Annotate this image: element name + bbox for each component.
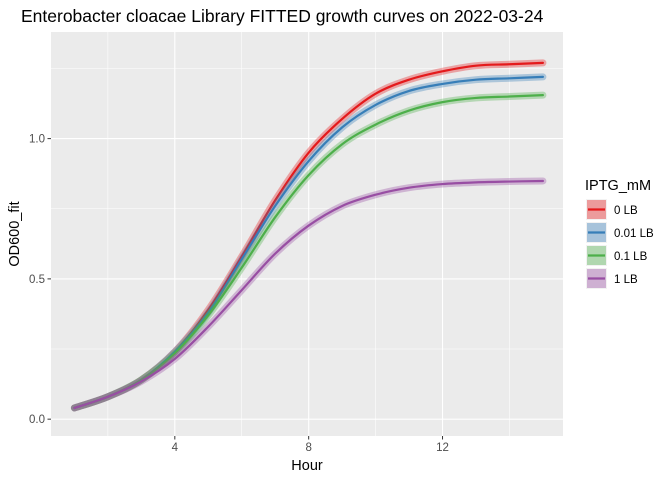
chart-title: Enterobacter cloacae Library FITTED grow… (21, 6, 544, 26)
y-tick-label: 1.0 (29, 134, 45, 146)
y-axis-label: OD600_fit (7, 201, 23, 266)
legend-item-0-lb: 0 LB (586, 199, 638, 220)
legend-item-0-01-lb: 0.01 LB (586, 222, 654, 243)
minor-gridlines (51, 32, 563, 436)
x-tick-label: 4 (172, 442, 179, 454)
y-axis-ticks: 0.0 0.5 1.0 (29, 134, 51, 426)
legend-label: 0.01 LB (614, 228, 654, 240)
y-tick-label: 0.0 (29, 414, 45, 426)
x-axis-ticks: 4 8 12 (172, 436, 449, 454)
x-axis-label: Hour (291, 458, 323, 474)
legend-items: 0 LB 0.01 LB 0.1 LB 1 LB (586, 199, 654, 289)
series-line-0-1-lb (73, 94, 545, 410)
legend-label: 0 LB (614, 205, 638, 217)
legend-item-1-lb: 1 LB (586, 268, 638, 289)
y-tick-label: 0.5 (29, 274, 45, 286)
series-lines (70, 59, 547, 412)
legend-item-0-1-lb: 0.1 LB (586, 245, 648, 266)
legend-label: 0.1 LB (614, 251, 648, 263)
legend-title: IPTG_mM (585, 178, 651, 194)
legend-label: 1 LB (614, 274, 638, 286)
plot-panel (51, 32, 563, 436)
x-tick-label: 12 (436, 442, 449, 454)
x-tick-label: 8 (305, 442, 311, 454)
major-gridlines (51, 32, 563, 436)
legend: IPTG_mM 0 LB 0.01 LB 0.1 LB 1 LB (585, 178, 654, 289)
series-line-1-lb (73, 179, 545, 410)
